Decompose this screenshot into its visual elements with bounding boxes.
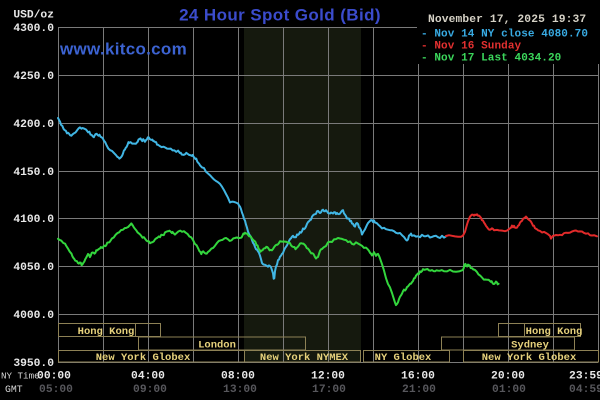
svg-text:24 Hour Spot Gold (Bid): 24 Hour Spot Gold (Bid): [179, 6, 381, 25]
svg-text:NY Globex: NY Globex: [375, 352, 432, 364]
svg-text:04:00: 04:00: [131, 371, 165, 383]
svg-text:16:00: 16:00: [401, 371, 435, 383]
svg-text:12:00: 12:00: [311, 371, 345, 383]
svg-text:4050.0: 4050.0: [13, 262, 54, 274]
svg-text:04:59: 04:59: [569, 384, 600, 396]
svg-text:Sydney: Sydney: [511, 340, 550, 352]
svg-text:Hong Kong: Hong Kong: [78, 326, 135, 338]
svg-text:4000.0: 4000.0: [13, 310, 54, 322]
svg-text:17:00: 17:00: [312, 384, 346, 396]
svg-text:New York Globex: New York Globex: [96, 352, 191, 364]
svg-text:23:59: 23:59: [569, 371, 600, 383]
svg-text:- Nov 16 Sunday: - Nov 16 Sunday: [421, 41, 522, 53]
svg-text:20:00: 20:00: [491, 371, 525, 383]
svg-text:Hong Kong: Hong Kong: [526, 326, 583, 338]
svg-text:New York NYMEX: New York NYMEX: [260, 352, 349, 364]
svg-text:November 17, 2025 19:37: November 17, 2025 19:37: [428, 14, 586, 26]
svg-text:GMT: GMT: [5, 384, 23, 395]
svg-text:4200.0: 4200.0: [13, 119, 54, 131]
svg-text:4300.0: 4300.0: [13, 23, 54, 35]
svg-text:3950.0: 3950.0: [13, 358, 54, 370]
svg-text:New York Globex: New York Globex: [482, 352, 577, 364]
svg-text:00:00: 00:00: [37, 371, 71, 383]
svg-text:09:00: 09:00: [133, 384, 167, 396]
svg-text:4150.0: 4150.0: [13, 167, 54, 179]
svg-text:08:00: 08:00: [221, 371, 255, 383]
svg-text:www.kitco.com: www.kitco.com: [59, 40, 187, 59]
svg-text:05:00: 05:00: [39, 384, 73, 396]
svg-text:- Nov 14 NY close 4080.70: - Nov 14 NY close 4080.70: [421, 29, 588, 41]
svg-text:4100.0: 4100.0: [13, 214, 54, 226]
svg-text:4250.0: 4250.0: [13, 71, 54, 83]
svg-text:NY Time: NY Time: [1, 371, 40, 382]
svg-text:13:00: 13:00: [223, 384, 257, 396]
svg-text:- Nov 17 Last 4034.20: - Nov 17 Last 4034.20: [421, 53, 561, 65]
svg-text:01:00: 01:00: [492, 384, 526, 396]
svg-text:USD/oz: USD/oz: [13, 10, 54, 22]
svg-text:London: London: [198, 340, 236, 352]
svg-text:21:00: 21:00: [402, 384, 436, 396]
